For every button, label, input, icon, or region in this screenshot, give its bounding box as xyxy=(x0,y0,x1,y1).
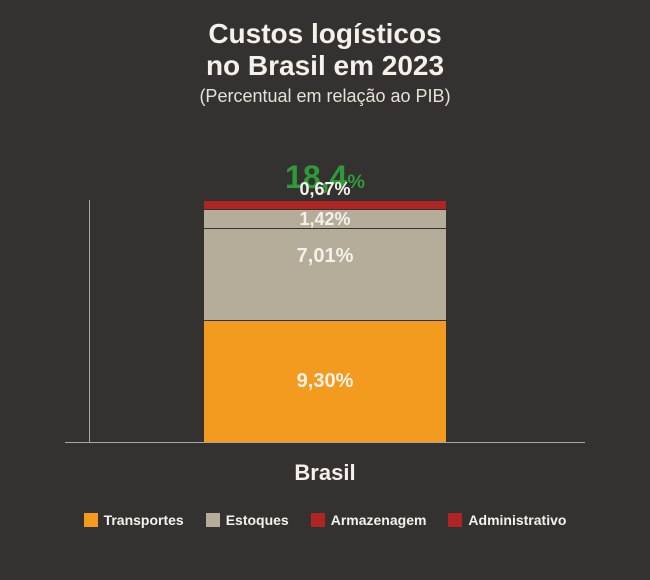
chart-container: Custos logísticos no Brasil em 2023 (Per… xyxy=(0,0,650,580)
legend-swatch xyxy=(448,513,462,527)
legend-item: Estoques xyxy=(206,512,289,528)
x-axis-label: Brasil xyxy=(0,460,650,486)
legend-item: Administrativo xyxy=(448,512,566,528)
legend-label: Estoques xyxy=(226,512,289,528)
legend-swatch xyxy=(206,513,220,527)
stacked-bar: 0,67%1,42%7,01%9,30% xyxy=(204,200,446,442)
chart-plot-area: 0,67%1,42%7,01%9,30% xyxy=(65,200,585,442)
bar-segment-transportes: 9,30% xyxy=(204,320,446,442)
legend-swatch xyxy=(311,513,325,527)
legend-item: Armazenagem xyxy=(311,512,427,528)
legend-item: Transportes xyxy=(84,512,184,528)
chart-subtitle: (Percentual em relação ao PIB) xyxy=(0,86,650,107)
bar-segment-armazenagem: 1,42% xyxy=(204,209,446,228)
bar-segment-label-transportes: 9,30% xyxy=(204,370,446,393)
legend-label: Armazenagem xyxy=(331,512,427,528)
legend-label: Administrativo xyxy=(468,512,566,528)
bar-segment-label-armazenagem: 1,42% xyxy=(204,209,446,230)
title-line-1: Custos logísticos xyxy=(0,18,650,50)
legend-label: Transportes xyxy=(104,512,184,528)
bar-segment-estoques: 7,01% xyxy=(204,228,446,320)
bar-segment-label-estoques: 7,01% xyxy=(204,245,446,268)
legend-swatch xyxy=(84,513,98,527)
bar-segment-label-administrativo: 0,67% xyxy=(204,179,446,200)
chart-title: Custos logísticos no Brasil em 2023 xyxy=(0,18,650,82)
y-axis-line xyxy=(89,200,90,442)
legend: Transportes Estoques Armazenagem Administra… xyxy=(0,512,650,528)
x-axis-line xyxy=(65,442,585,443)
title-line-2: no Brasil em 2023 xyxy=(0,50,650,82)
